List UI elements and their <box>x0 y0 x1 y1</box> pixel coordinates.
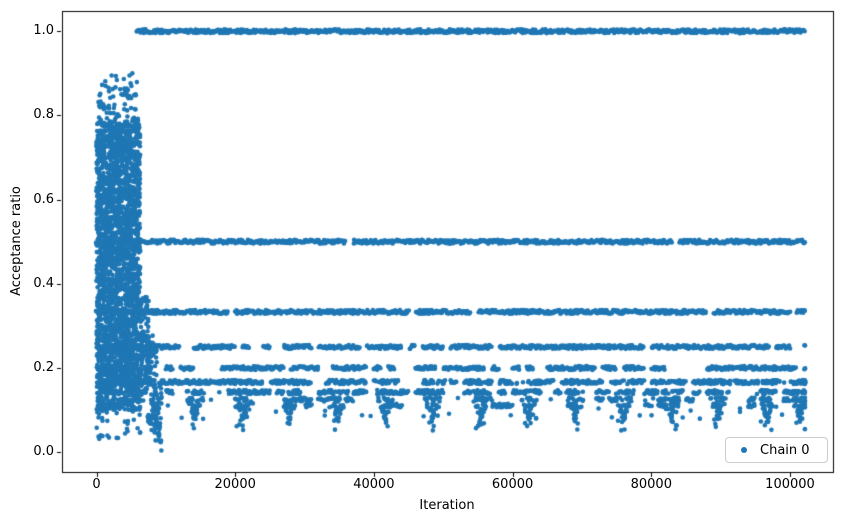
x-tick-label: 20000 <box>214 477 256 492</box>
x-axis-label: Iteration <box>419 498 475 513</box>
y-tick-label: 0.2 <box>33 360 54 375</box>
x-tick-label: 40000 <box>353 477 395 492</box>
x-tick-label: 100000 <box>765 477 815 492</box>
legend-marker-dot <box>741 447 747 453</box>
y-tick-label: 0.8 <box>33 107 54 123</box>
y-tick-label: 1.0 <box>33 23 54 39</box>
y-tick-label: 0.6 <box>33 191 54 207</box>
legend-label: Chain 0 <box>760 442 810 458</box>
x-tick-label: 60000 <box>491 477 534 492</box>
x-tick-label: 80000 <box>630 477 672 492</box>
legend: Chain 0 <box>725 437 828 463</box>
y-axis-label: Acceptance ratio <box>9 186 24 296</box>
y-tick-label: 0.4 <box>33 275 54 291</box>
x-tick-label: 0 <box>92 477 101 492</box>
y-tick-label: 0.0 <box>33 444 54 460</box>
